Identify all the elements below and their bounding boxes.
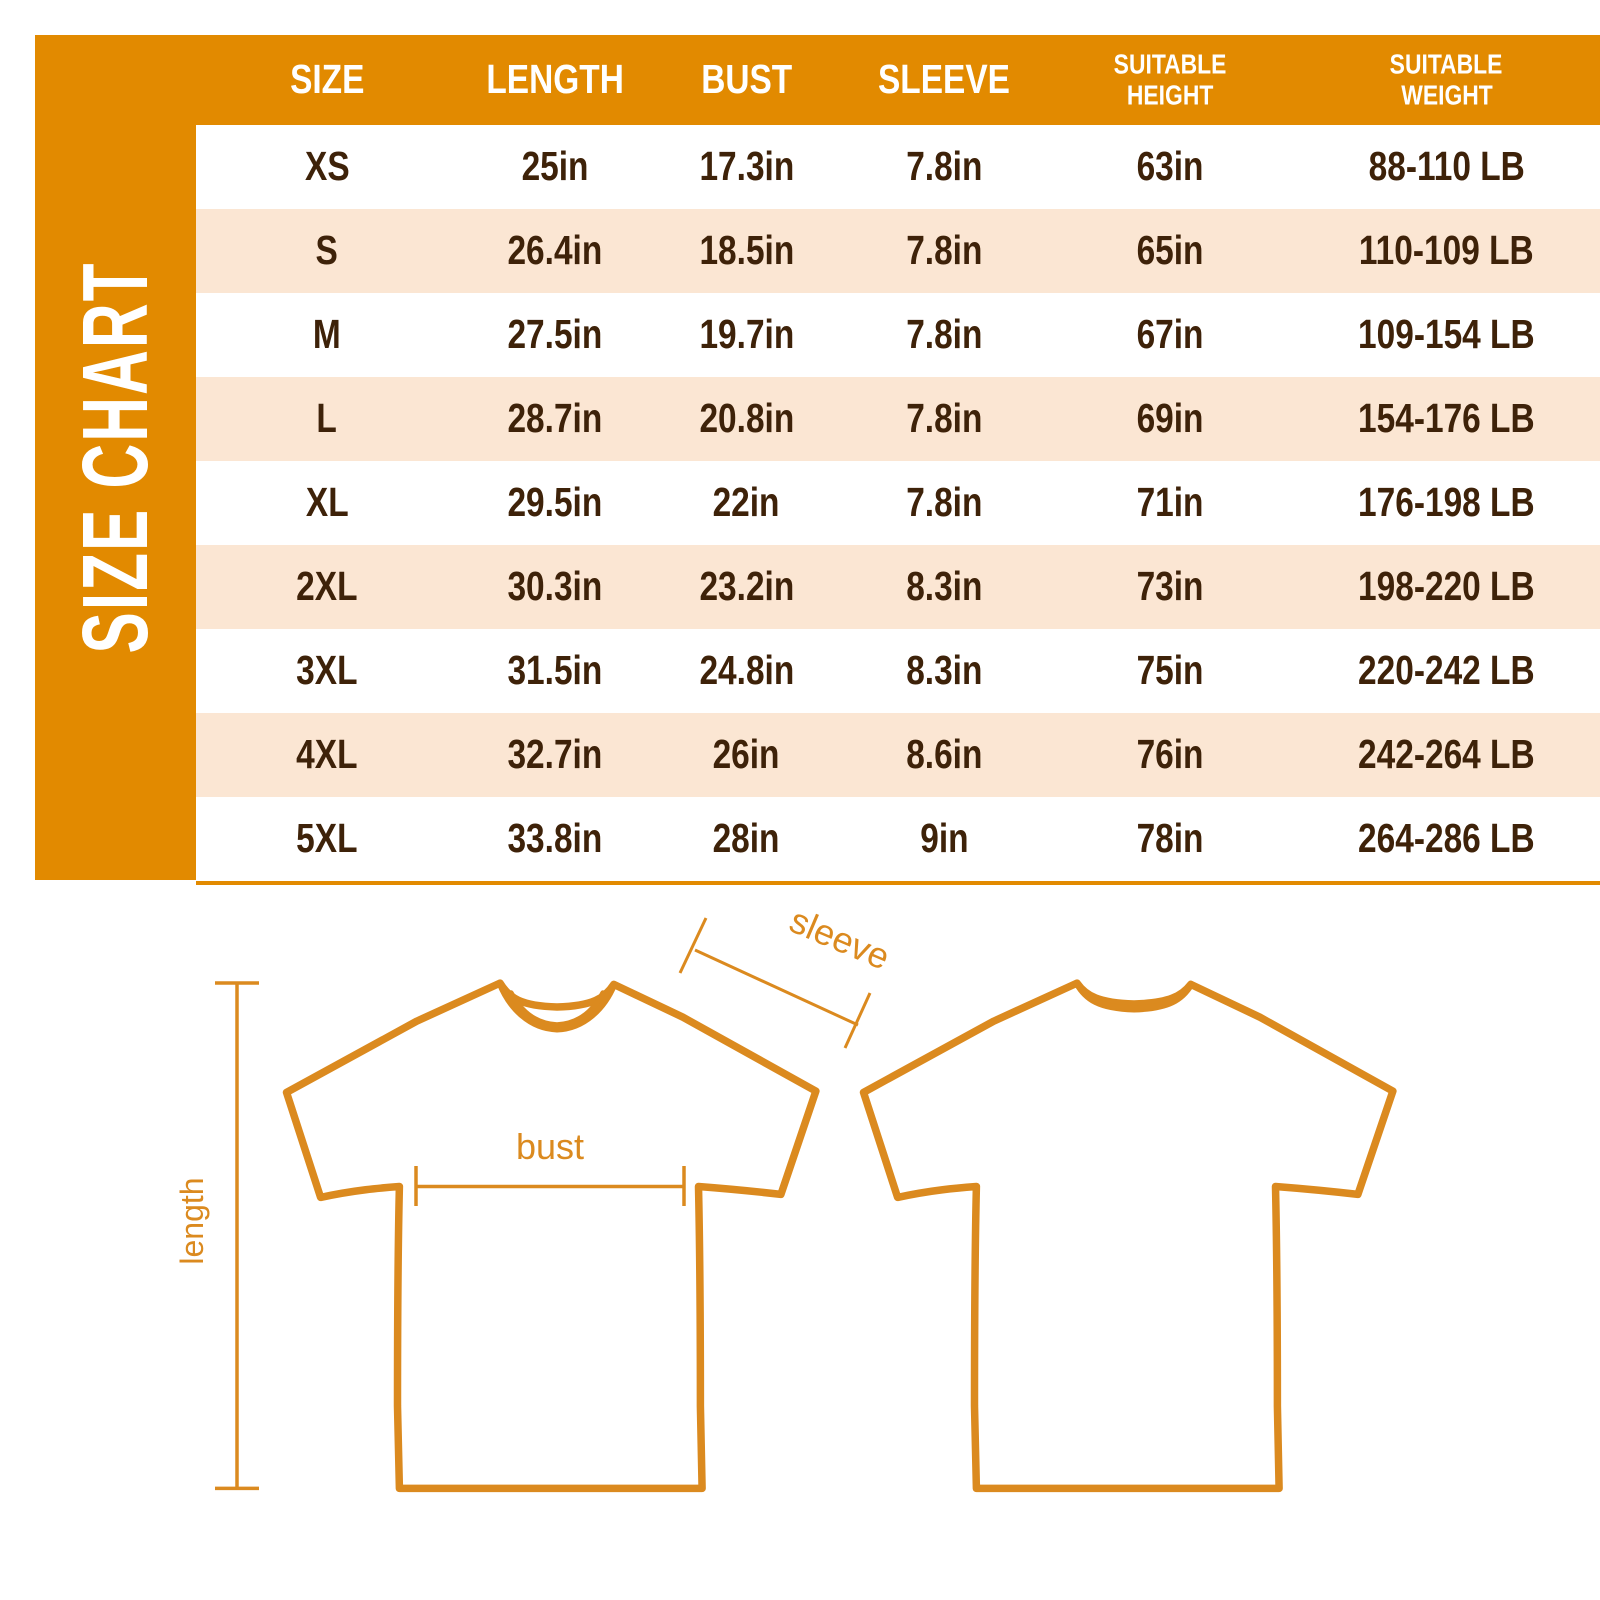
svg-text:length: length: [174, 1177, 210, 1264]
svg-text:bust: bust: [516, 1126, 584, 1167]
svg-text:sleeve: sleeve: [784, 899, 896, 977]
